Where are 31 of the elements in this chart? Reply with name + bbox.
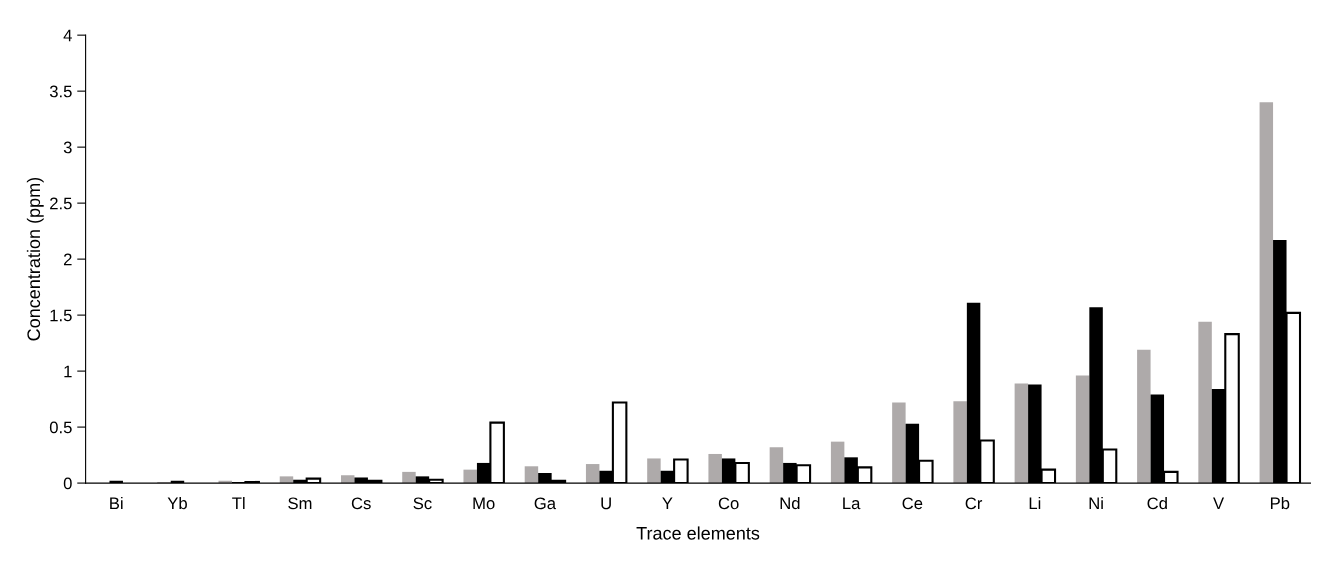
x-tick-label: Cs bbox=[351, 497, 371, 510]
x-tick-label: Bi bbox=[110, 496, 123, 510]
x-tick-label: Pb bbox=[1270, 496, 1290, 510]
x-tick-label: Sc bbox=[413, 497, 432, 510]
y-tick-label: 4 bbox=[63, 29, 72, 42]
x-tick-label: V bbox=[1213, 497, 1225, 510]
x-tick-label: Yb bbox=[167, 496, 187, 510]
y-tick-label: 0 bbox=[63, 477, 72, 490]
y-tick-label: 3.5 bbox=[49, 85, 72, 98]
x-tick-label: Sm bbox=[288, 497, 312, 510]
x-tick-label: Y bbox=[662, 497, 673, 510]
x-tick-label: U bbox=[601, 497, 611, 510]
x-tick-label: Co bbox=[718, 497, 739, 510]
y-tick-label: 1 bbox=[64, 365, 72, 378]
y-tick-label: 2 bbox=[63, 253, 72, 266]
x-tick-label: Cr bbox=[965, 497, 983, 510]
x-tick-label: Ni bbox=[1089, 496, 1103, 510]
y-tick-label: 2.5 bbox=[50, 197, 72, 210]
x-tick-label: Ga bbox=[534, 497, 557, 510]
x-tick-label: Tl bbox=[232, 496, 245, 510]
x-tick-label: La bbox=[843, 497, 861, 510]
y-tick-label: 0.5 bbox=[49, 421, 72, 434]
x-tick-label: Li bbox=[1029, 496, 1041, 510]
x-tick-label: Ce bbox=[902, 497, 923, 510]
x-tick-label: Nd bbox=[780, 496, 800, 510]
x-tick-label: Cd bbox=[1147, 496, 1167, 510]
y-tick-label: 3 bbox=[63, 141, 72, 154]
x-axis-title: Trace elements bbox=[636, 526, 760, 540]
x-tick-label: Mo bbox=[473, 497, 495, 510]
y-tick-label: 1.5 bbox=[50, 309, 72, 322]
y-axis-title: Concentration (ppm) bbox=[26, 177, 44, 341]
